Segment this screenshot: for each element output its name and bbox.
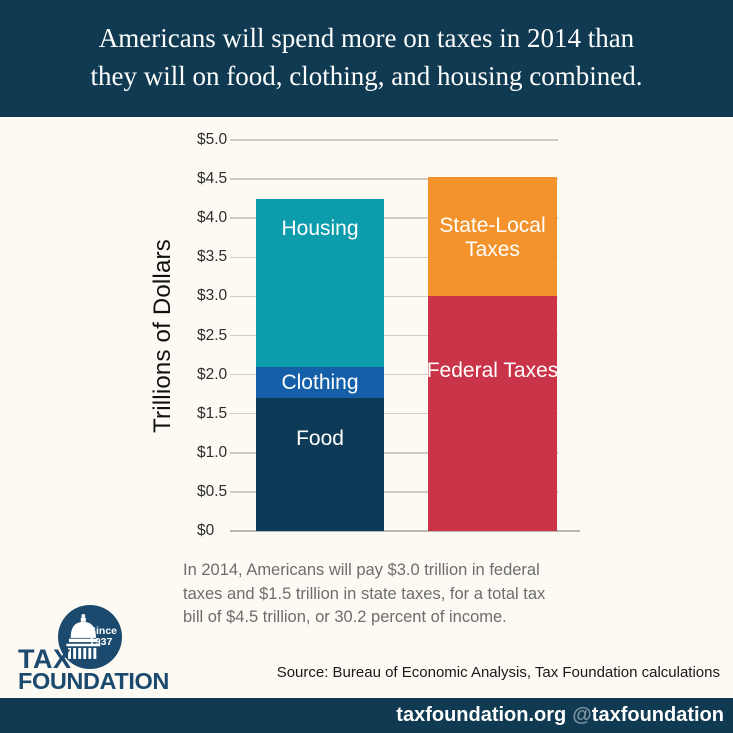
y-tick-label: $1.5 — [197, 404, 228, 422]
gridline-4.0 — [230, 217, 558, 219]
y-tick-label: $0 — [197, 522, 215, 539]
y-tick-label: $4.0 — [197, 209, 228, 227]
caption-line-1: In 2014, Americans will pay $3.0 trillio… — [183, 561, 540, 579]
header-title-line-1: Americans will spend more on taxes in 20… — [98, 23, 635, 53]
gridline-5.0 — [230, 139, 558, 141]
bar-segment-food — [256, 398, 384, 531]
y-tick-label: $1.0 — [197, 443, 228, 461]
bar-segment-label-federal-taxes: Federal Taxes — [426, 359, 559, 382]
bar-segment-label-housing: Housing — [281, 217, 359, 240]
bar-segment-label-clothing: Clothing — [281, 371, 359, 394]
gridline-2.0 — [230, 373, 558, 376]
y-axis-title: Trillions of Dollars — [149, 239, 176, 433]
y-tick-label: $5.0 — [197, 131, 228, 148]
logo-since-badge: Since 1937 — [89, 625, 118, 648]
logo-word-foundation: FOUNDATION — [18, 668, 169, 694]
caption-line-3: bill of $4.5 trillion, or 30.2 percent o… — [183, 608, 507, 626]
bar-segment-federal-taxes — [428, 296, 557, 531]
logo-capitol-badge: Since 1937 — [58, 605, 122, 669]
bar-segment-label-state-local-taxes: State-Local Taxes — [439, 214, 546, 261]
footer-handle-at: @ — [572, 704, 592, 726]
bar-segment-state-local-taxes — [428, 176, 557, 297]
logo-word-tax: TAX — [18, 644, 72, 674]
chart-caption: In 2014, Americans will pay $3.0 trillio… — [183, 559, 545, 630]
footer-website: taxfoundation.org — [396, 704, 567, 726]
gridline-0 — [230, 530, 580, 533]
gridline-1.0 — [230, 452, 558, 454]
footer-handle-name: taxfoundation — [591, 704, 724, 726]
y-tick-label: $3.0 — [197, 287, 228, 305]
footer-bar: taxfoundation.org @taxfoundation — [0, 698, 733, 733]
source-attribution: Source: Bureau of Economic Analysis, Tax… — [276, 664, 720, 681]
gridline-0.5 — [230, 491, 558, 493]
y-tick-label: $4.5 — [197, 170, 228, 188]
header-banner: Americans will spend more on taxes in 20… — [0, 0, 733, 117]
y-tick-label: $0.5 — [197, 482, 228, 500]
gridline-2.5 — [230, 334, 558, 337]
gridline-1.5 — [230, 412, 558, 415]
y-tick-label: $2.0 — [197, 365, 228, 383]
gridline-4.5 — [230, 178, 558, 180]
gridline-3.5 — [230, 256, 558, 259]
bar-segment-housing — [256, 198, 384, 367]
y-tick-label: $3.5 — [197, 248, 228, 266]
header-title-line-2: they will on food, clothing, and housing… — [90, 61, 643, 91]
bar-segment-clothing — [256, 366, 384, 399]
capitol-dome-icon — [66, 614, 101, 659]
y-tick-label: $2.5 — [197, 326, 228, 344]
caption-line-2: taxes and $1.5 trillion in state taxes, … — [183, 584, 546, 603]
tax-foundation-logo: Since 1937 TAX FOUNDATION — [18, 600, 188, 696]
gridline-3.0 — [230, 295, 558, 298]
bar-segment-label-food: Food — [296, 427, 344, 450]
